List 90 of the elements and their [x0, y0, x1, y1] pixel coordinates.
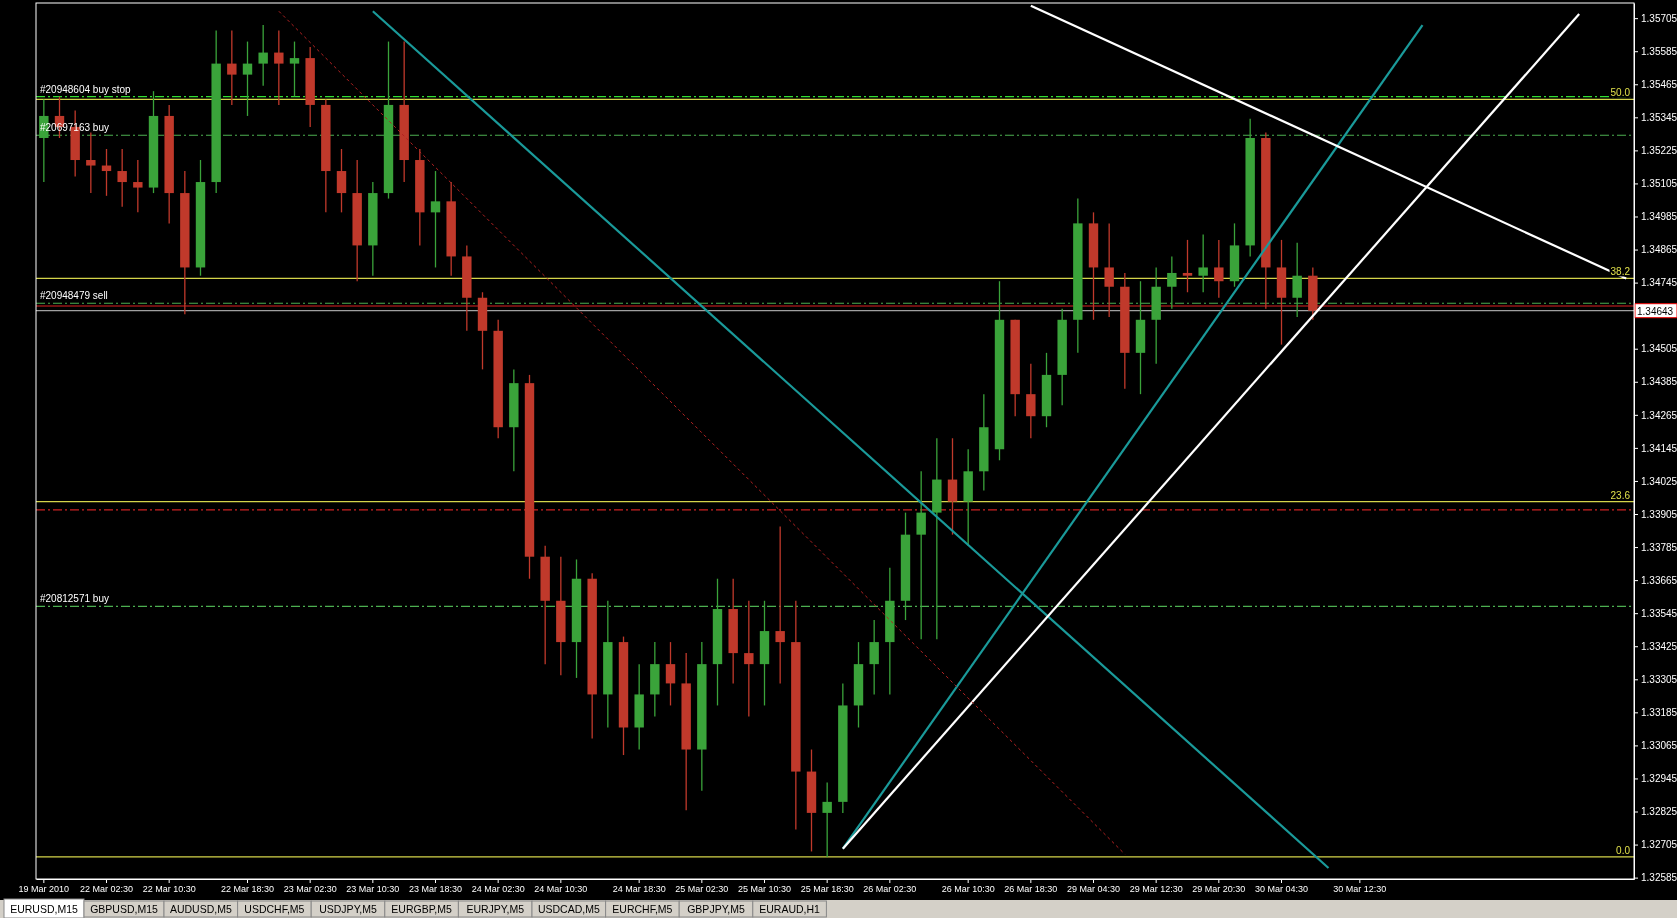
x-tick-label: 30 Mar 12:30 — [1333, 884, 1387, 895]
y-tick-label: 1.33785 — [1641, 541, 1677, 553]
x-tick-label: 24 Mar 10:30 — [534, 884, 588, 895]
x-tick-label: 29 Mar 04:30 — [1066, 884, 1121, 895]
y-tick-label: 1.34985 — [1641, 211, 1677, 223]
ref-line-label: #20948604 buy stop — [40, 83, 132, 95]
y-tick-label: 1.34865 — [1641, 244, 1677, 256]
text: EURGBP,M5 — [391, 903, 452, 915]
x-tick-label: 23 Mar 10:30 — [346, 884, 400, 895]
annotation: 50.0 — [1610, 87, 1631, 99]
text: AUDUSD,M5 — [169, 903, 232, 915]
annotation: 38.2 — [1610, 266, 1631, 278]
y-tick-label: 1.34385 — [1641, 376, 1677, 388]
candlestick — [916, 470, 926, 640]
candlestick — [133, 159, 143, 214]
candlestick — [1292, 242, 1302, 318]
x-tick-label: 19 Mar 2010 — [18, 884, 70, 895]
y-tick-label: 1.33665 — [1641, 574, 1677, 586]
candlestick — [822, 781, 832, 858]
candlestick — [1182, 239, 1193, 293]
ref-line-label: #20948479 sell — [40, 290, 108, 302]
y-tick-label: 1.34505 — [1641, 343, 1677, 355]
x-tick-label: 22 Mar 10:30 — [142, 884, 196, 895]
candlestick — [430, 170, 441, 269]
candlestick — [227, 29, 237, 106]
candlestick — [947, 437, 958, 536]
y-tick-label: 1.34025 — [1641, 475, 1677, 487]
candlestick — [274, 29, 284, 106]
text: EURCHF,M5 — [612, 903, 673, 915]
x-tick-label: 23 Mar 18:30 — [408, 884, 463, 895]
y-tick-label: 1.35105 — [1641, 178, 1677, 190]
text: EURJPY,M5 — [466, 903, 525, 915]
x-tick-label: 23 Mar 02:30 — [283, 884, 337, 895]
x-tick-label: 26 Mar 02:30 — [863, 884, 917, 895]
y-tick-label: 1.33905 — [1641, 508, 1677, 520]
y-tick-label: 1.35465 — [1641, 78, 1677, 90]
y-tick-label: 1.32825 — [1641, 806, 1677, 818]
candlestick — [775, 525, 785, 685]
x-tick-label: 24 Mar 02:30 — [471, 884, 525, 895]
y-tick-label: 1.32585 — [1641, 872, 1677, 884]
x-tick-label: 22 Mar 18:30 — [220, 884, 275, 895]
y-tick-label: 1.33065 — [1641, 740, 1677, 752]
y-tick-label: 1.33425 — [1641, 640, 1677, 652]
text: USDCHF,M5 — [244, 903, 305, 915]
y-tick-label: 1.32705 — [1641, 839, 1677, 851]
x-tick-label: 25 Mar 18:30 — [800, 884, 854, 895]
x-tick-label: 30 Mar 04:30 — [1254, 884, 1309, 895]
y-tick-label: 1.34745 — [1641, 277, 1677, 289]
x-tick-label: 26 Mar 10:30 — [941, 884, 995, 895]
candlestick — [744, 600, 754, 718]
text: GBPJPY,M5 — [687, 903, 745, 915]
y-tick-label: 1.33545 — [1641, 607, 1677, 619]
candlestick — [289, 40, 300, 98]
x-tick-label: 24 Mar 18:30 — [612, 884, 666, 895]
y-tick-label: 1.35225 — [1641, 145, 1677, 157]
candlestick — [1167, 255, 1177, 310]
candlestick — [242, 40, 253, 117]
text: USDJPY,M5 — [319, 903, 377, 915]
y-tick-label: 1.35345 — [1641, 112, 1677, 124]
candlestick — [336, 148, 347, 214]
candlestick — [1104, 222, 1114, 318]
x-tick-label: 29 Mar 12:30 — [1129, 884, 1183, 895]
candlestick — [258, 24, 268, 87]
candlestick — [1026, 363, 1036, 439]
ref-line-label: #20812571 buy — [40, 593, 109, 605]
y-tick-label: 1.33305 — [1641, 673, 1677, 685]
text: EURAUD,H1 — [759, 903, 821, 915]
text: EURUSD,M15 — [10, 903, 78, 915]
candlestick — [117, 148, 127, 208]
candlestick — [1214, 239, 1224, 299]
y-tick-label: 1.34265 — [1641, 409, 1677, 421]
annotation: 23.6 — [1610, 489, 1631, 501]
candlestick — [86, 131, 96, 194]
y-tick-label: 1.33185 — [1641, 707, 1677, 719]
annotation: 0.0 — [1616, 844, 1631, 856]
y-tick-label: 1.35585 — [1641, 45, 1677, 57]
candlestick — [1198, 233, 1208, 293]
candlestick — [869, 619, 879, 696]
x-tick-label: 25 Mar 10:30 — [737, 884, 792, 895]
y-tick-label: 1.34145 — [1641, 442, 1677, 454]
x-tick-label: 22 Mar 02:30 — [79, 884, 134, 895]
candlestick — [665, 641, 676, 707]
x-tick-label: 25 Mar 02:30 — [675, 884, 729, 895]
text: USDCAD,M5 — [537, 903, 600, 915]
x-tick-label: 29 Mar 20:30 — [1192, 884, 1246, 895]
y-tick-label: 1.32945 — [1641, 773, 1677, 785]
ref-line-label: 1.34643 — [1637, 305, 1674, 317]
text: GBPUSD,M15 — [90, 903, 158, 915]
x-tick-label: 26 Mar 18:30 — [1004, 884, 1058, 895]
y-tick-label: 1.35705 — [1641, 12, 1677, 24]
